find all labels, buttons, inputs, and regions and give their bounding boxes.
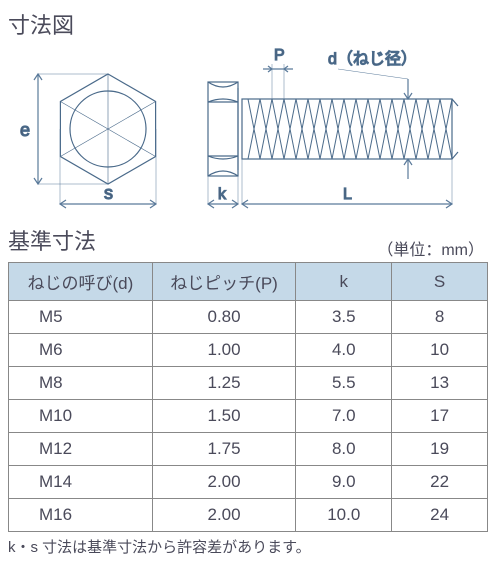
table-cell: 2.00 <box>152 466 296 499</box>
table-cell: 1.50 <box>152 400 296 433</box>
table-cell: 0.80 <box>152 301 296 334</box>
col-header-p: ねじピッチ(P) <box>152 263 296 301</box>
col-header-s: S <box>392 263 488 301</box>
table-row: M81.255.513 <box>9 367 488 400</box>
table-cell: 8.0 <box>296 433 392 466</box>
diagram-title: 寸法図 <box>8 8 492 40</box>
label-k: k <box>218 186 227 203</box>
table-cell: 7.0 <box>296 400 392 433</box>
table-cell: 24 <box>392 499 488 532</box>
label-P: P <box>274 47 285 64</box>
table-row: M142.009.022 <box>9 466 488 499</box>
footnote: k・s 寸法は基準寸法から許容差があります。 <box>8 536 492 557</box>
table-cell: 1.75 <box>152 433 296 466</box>
table-row: M162.0010.024 <box>9 499 488 532</box>
unit-label: （単位：mm） <box>377 236 492 260</box>
table-cell: 2.00 <box>152 499 296 532</box>
col-header-k: k <box>296 263 392 301</box>
table-cell: M16 <box>9 499 153 532</box>
table-cell: M8 <box>9 367 153 400</box>
bolt-diagram: e s <box>8 44 488 224</box>
table-cell: 5.5 <box>296 367 392 400</box>
col-header-d: ねじの呼び(d) <box>9 263 153 301</box>
label-s: s <box>104 183 113 203</box>
table-cell: 1.25 <box>152 367 296 400</box>
label-e: e <box>20 120 30 140</box>
table-cell: 4.0 <box>296 334 392 367</box>
table-cell: 10.0 <box>296 499 392 532</box>
table-cell: 19 <box>392 433 488 466</box>
table-cell: 3.5 <box>296 301 392 334</box>
table-cell: 22 <box>392 466 488 499</box>
table-cell: 17 <box>392 400 488 433</box>
table-row: M121.758.019 <box>9 433 488 466</box>
table-cell: 9.0 <box>296 466 392 499</box>
table-cell: M6 <box>9 334 153 367</box>
table-cell: M5 <box>9 301 153 334</box>
table-row: M50.803.58 <box>9 301 488 334</box>
dimensions-table: ねじの呼び(d) ねじピッチ(P) k S M50.803.58M61.004.… <box>8 262 488 532</box>
table-cell: 8 <box>392 301 488 334</box>
label-L: L <box>343 186 352 203</box>
table-row: M61.004.010 <box>9 334 488 367</box>
table-cell: M14 <box>9 466 153 499</box>
table-title: 基準寸法 <box>8 224 96 256</box>
table-cell: M10 <box>9 400 153 433</box>
table-cell: 1.00 <box>152 334 296 367</box>
table-row: M101.507.017 <box>9 400 488 433</box>
table-cell: 10 <box>392 334 488 367</box>
label-d: d（ねじ径） <box>328 50 417 68</box>
table-cell: 13 <box>392 367 488 400</box>
table-cell: M12 <box>9 433 153 466</box>
